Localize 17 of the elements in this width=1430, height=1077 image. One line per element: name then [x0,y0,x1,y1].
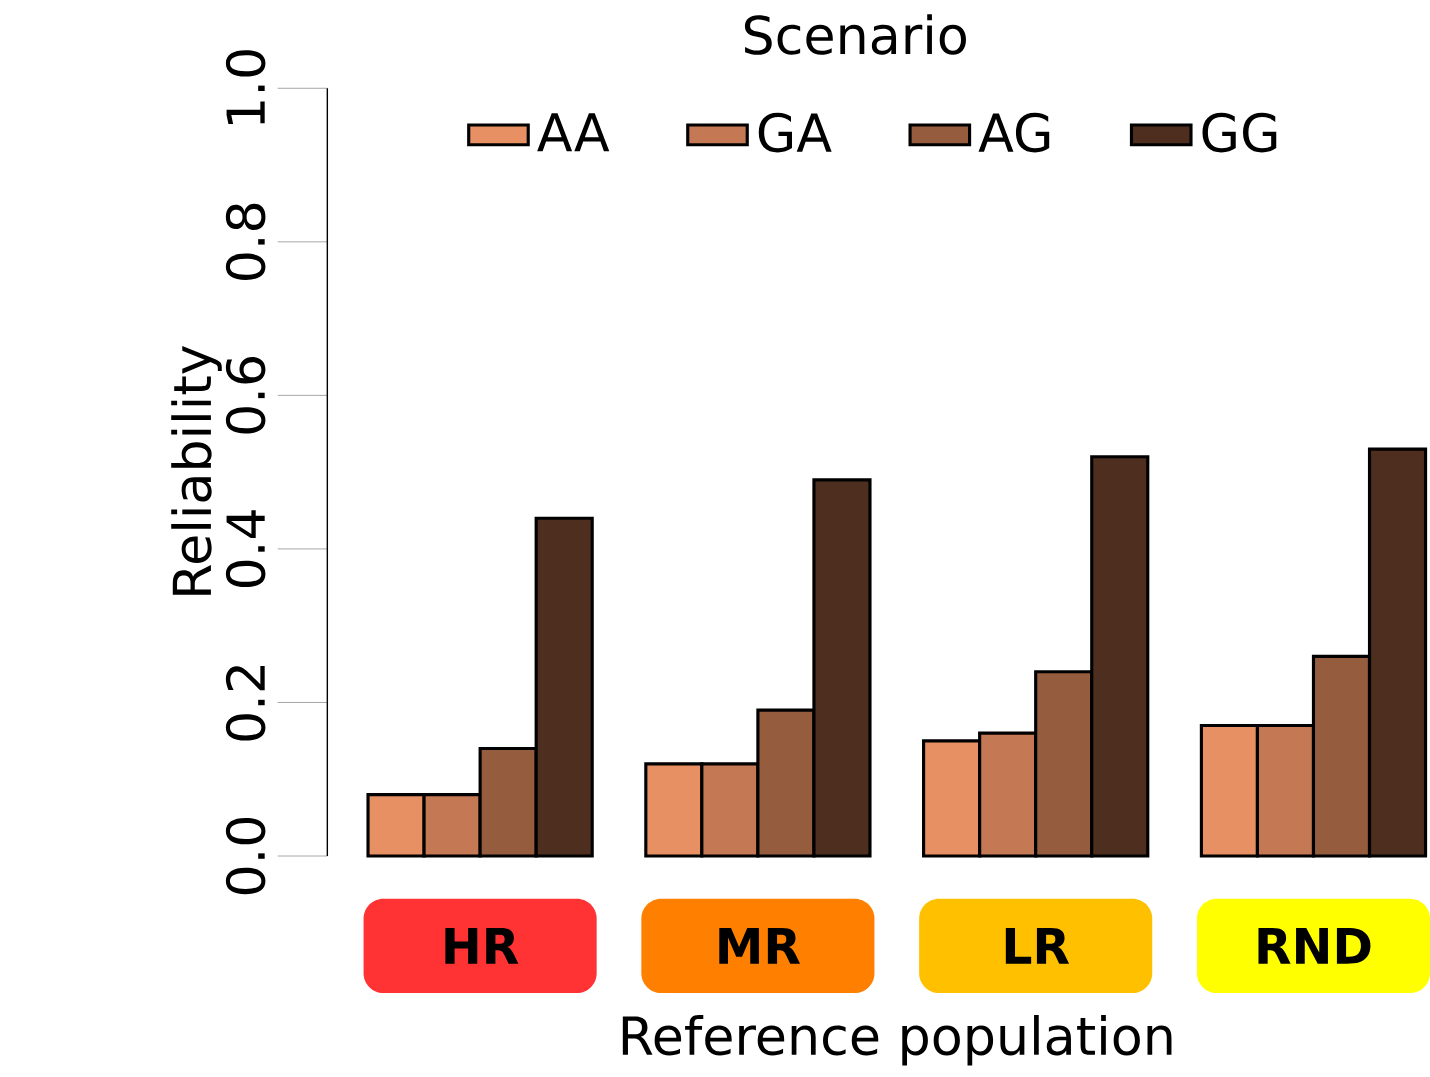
x-axis-title: Reference population [622,1014,1172,1066]
x-tick-label: MR [719,927,801,964]
y-tick-label: 0.6 [225,357,266,434]
x-tick-label: RND [1258,927,1371,964]
legend-title: Scenario [744,14,966,55]
y-axis-title: Reliability [171,345,222,595]
y-tick-label: 0.4 [225,510,266,587]
y-tick-label: 0.8 [225,203,266,280]
x-tick-label: LR [1005,927,1070,964]
legend-label: GA [758,112,832,153]
legend-label: AA [537,113,610,152]
legend-label: GG [1202,112,1277,153]
y-tick-label: 1.0 [225,50,266,125]
legend-label: AG [978,112,1050,153]
y-tick-label: 0.2 [225,666,266,741]
x-tick-label: HR [445,927,519,964]
y-tick-label: 0.0 [225,817,266,895]
